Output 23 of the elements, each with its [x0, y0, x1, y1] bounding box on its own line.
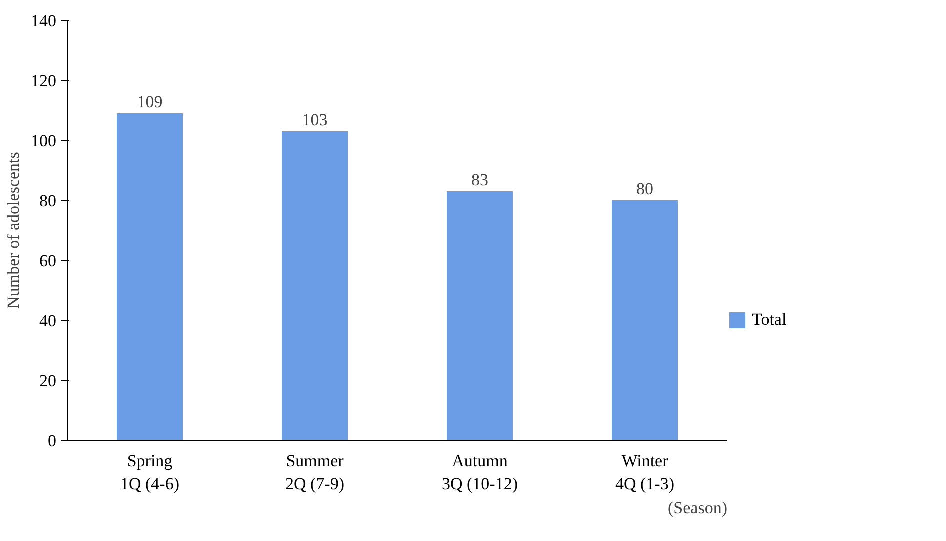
x-tick-label: Winter 4Q (1-3)	[615, 452, 675, 494]
x-tick-label: Autumn 3Q (10-12)	[442, 452, 518, 494]
y-tick-label: 40	[40, 312, 56, 330]
x-tick-label: Spring 1Q (4-6)	[120, 452, 180, 494]
y-tick-label: 100	[31, 132, 56, 150]
bar	[447, 192, 513, 440]
y-tick-label: 20	[40, 372, 56, 390]
bar	[117, 114, 183, 440]
x-axis-title: (Season)	[668, 498, 728, 518]
bar	[282, 132, 348, 440]
data-label: 103	[302, 110, 328, 130]
y-tick-label: 120	[31, 72, 56, 90]
y-tick-label: 60	[40, 252, 56, 270]
y-tick-label: 140	[31, 12, 56, 30]
data-label: 109	[137, 92, 163, 112]
y-tick-label: 80	[40, 192, 56, 210]
data-label: 80	[636, 180, 654, 198]
data-label: 83	[472, 170, 488, 190]
y-axis-title: Number of adolescents	[4, 152, 23, 309]
y-tick-label: 0	[48, 432, 56, 450]
bar	[612, 200, 678, 440]
x-tick-label: Summer 2Q (7-9)	[285, 452, 345, 494]
legend-label: Total	[752, 310, 787, 330]
